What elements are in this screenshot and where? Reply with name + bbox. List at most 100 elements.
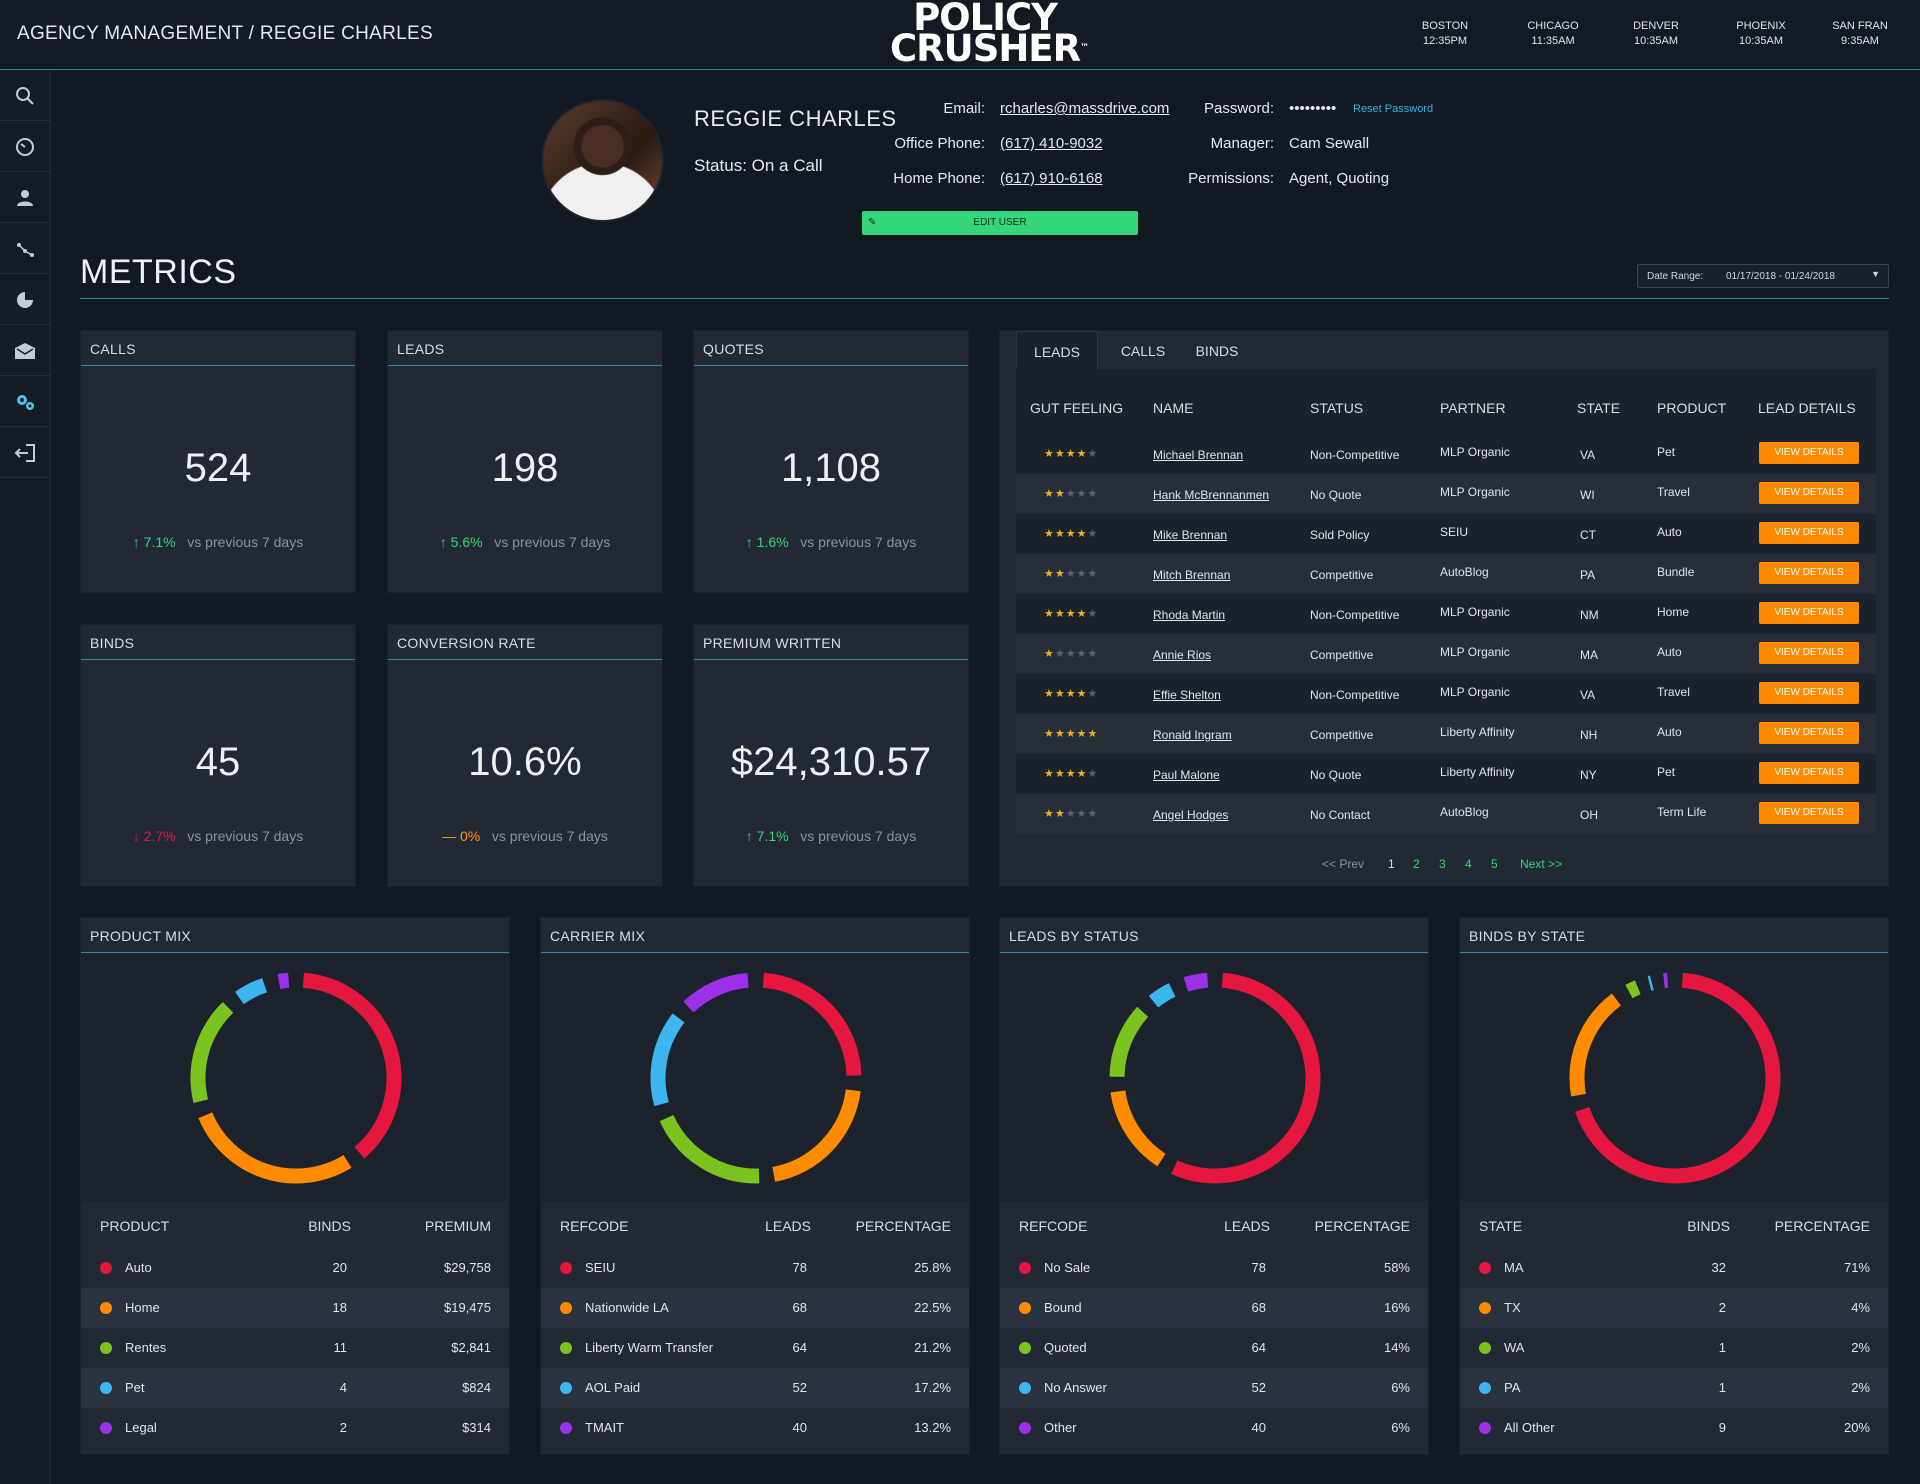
sidebar-item-reports[interactable] xyxy=(0,275,50,325)
donut-segment-2[interactable] xyxy=(1109,1006,1149,1078)
permissions-label: Permissions: xyxy=(1188,170,1274,187)
lead-name-link[interactable]: Effie Shelton xyxy=(1153,688,1221,702)
reset-password-link[interactable]: Reset Password xyxy=(1353,103,1434,115)
donut-segment-1[interactable] xyxy=(198,1112,352,1184)
sidebar-item-inbox[interactable] xyxy=(0,326,50,376)
col-gut-feeling[interactable]: GUT FEELING xyxy=(1030,400,1124,416)
donut-segment-3[interactable] xyxy=(650,1013,685,1107)
view-details-button[interactable]: VIEW DETAILS xyxy=(1759,682,1859,704)
top-bar: AGENCY MANAGEMENT / REGGIE CHARLES POLIC… xyxy=(0,0,1920,70)
lead-name-link[interactable]: Hank McBrennanmen xyxy=(1153,488,1270,502)
donut-segment-4[interactable] xyxy=(1183,972,1209,992)
pager-next[interactable]: Next >> xyxy=(1520,857,1563,871)
donut-segment-1[interactable] xyxy=(772,1089,861,1182)
view-details-button[interactable]: VIEW DETAILS xyxy=(1759,722,1859,744)
table-row[interactable]: ★★★★★ Effie Shelton Non-Competitive MLP … xyxy=(1016,674,1876,714)
table-row[interactable]: ★★★★★ Mitch Brennan Competitive AutoBlog… xyxy=(1016,554,1876,594)
legend-dot xyxy=(1479,1302,1491,1314)
table-row[interactable]: ★★★★★ Michael Brennan Non-Competitive ML… xyxy=(1016,434,1876,474)
col-header-3[interactable]: PERCENTAGE xyxy=(855,1218,951,1234)
col-header-1[interactable]: STATE xyxy=(1479,1218,1523,1234)
table-row[interactable]: ★★★★★ Angel Hodges No Contact AutoBlog O… xyxy=(1016,794,1876,834)
col-header-2[interactable]: BINDS xyxy=(1687,1218,1730,1234)
view-details-button[interactable]: VIEW DETAILS xyxy=(1759,602,1859,624)
lead-name-link[interactable]: Mitch Brennan xyxy=(1153,568,1231,582)
col-name[interactable]: NAME xyxy=(1153,400,1194,416)
table-row[interactable]: ★★★★★ Paul Malone No Quote Liberty Affin… xyxy=(1016,754,1876,794)
donut-segment-2[interactable] xyxy=(190,1002,234,1103)
edit-user-button[interactable]: ✎ EDIT USER xyxy=(862,211,1138,235)
col-header-2[interactable]: LEADS xyxy=(765,1218,811,1234)
col-status[interactable]: STATUS xyxy=(1310,400,1364,416)
view-details-button[interactable]: VIEW DETAILS xyxy=(1759,642,1859,664)
pager-prev[interactable]: << Prev xyxy=(1322,857,1365,871)
view-details-button[interactable]: VIEW DETAILS xyxy=(1759,802,1859,824)
sidebar-item-users[interactable] xyxy=(0,173,50,223)
tab-leads[interactable]: LEADS xyxy=(1016,331,1098,371)
table-row[interactable]: ★★★★★ Mike Brennan Sold Policy SEIU CT A… xyxy=(1016,514,1876,554)
col-header-2[interactable]: BINDS xyxy=(308,1218,351,1234)
sidebar-item-settings[interactable] xyxy=(0,377,50,427)
col-product[interactable]: PRODUCT xyxy=(1657,400,1727,416)
table-row[interactable]: ★★★★★ Rhoda Martin Non-Competitive MLP O… xyxy=(1016,594,1876,634)
donut-segment-2[interactable] xyxy=(659,1114,760,1184)
pager-page-4[interactable]: 4 xyxy=(1465,857,1472,871)
donut-segment-4[interactable] xyxy=(277,972,290,989)
col-header-3[interactable]: PERCENTAGE xyxy=(1774,1218,1870,1234)
col-lead-details[interactable]: LEAD DETAILS xyxy=(1758,400,1856,416)
view-details-button[interactable]: VIEW DETAILS xyxy=(1759,482,1859,504)
tab-binds[interactable]: BINDS xyxy=(1195,343,1239,359)
home-phone-link[interactable]: (617) 910-6168 xyxy=(1000,170,1103,187)
lead-name-link[interactable]: Michael Brennan xyxy=(1153,448,1244,462)
col-header-1[interactable]: REFCODE xyxy=(1019,1218,1088,1234)
sidebar-item-network[interactable] xyxy=(0,224,50,274)
lead-name-link[interactable]: Annie Rios xyxy=(1153,648,1212,662)
col-partner[interactable]: PARTNER xyxy=(1440,400,1506,416)
lead-name-link[interactable]: Mike Brennan xyxy=(1153,528,1228,542)
metrics-title: METRICS xyxy=(80,253,237,291)
lead-name-link[interactable]: Paul Malone xyxy=(1153,768,1220,782)
col-header-1[interactable]: PRODUCT xyxy=(100,1218,170,1234)
donut-segment-3[interactable] xyxy=(1647,975,1654,991)
email-link[interactable]: rcharles@massdrive.com xyxy=(1000,100,1170,117)
table-row[interactable]: ★★★★★ Ronald Ingram Competitive Liberty … xyxy=(1016,714,1876,754)
donut-segment-1[interactable] xyxy=(1569,993,1622,1097)
donut-segment-0[interactable] xyxy=(1575,972,1781,1184)
donut-segment-1[interactable] xyxy=(1110,1090,1166,1167)
delta-percent: 7.1% xyxy=(756,828,789,844)
donut-segment-3[interactable] xyxy=(1148,983,1176,1008)
view-details-button[interactable]: VIEW DETAILS xyxy=(1759,442,1859,464)
pager-page-5[interactable]: 5 xyxy=(1491,857,1498,871)
pager-page-1[interactable]: 1 xyxy=(1388,857,1395,871)
view-details-button[interactable]: VIEW DETAILS xyxy=(1759,522,1859,544)
view-details-button[interactable]: VIEW DETAILS xyxy=(1759,562,1859,584)
table-row[interactable]: ★★★★★ Annie Rios Competitive MLP Organic… xyxy=(1016,634,1876,674)
logo[interactable]: POLICY CRUSHER™ xyxy=(890,0,1089,67)
donut-segment-0[interactable] xyxy=(762,972,862,1076)
tab-calls[interactable]: CALLS xyxy=(1120,343,1166,359)
sidebar-item-dashboard[interactable] xyxy=(0,122,50,172)
lead-name-link[interactable]: Angel Hodges xyxy=(1153,808,1229,822)
donut-segment-0[interactable] xyxy=(302,972,402,1159)
metric-card-premium-written: PREMIUM WRITTEN $24,310.57 ↑ 7.1% vs pre… xyxy=(693,624,969,887)
donut-segment-4[interactable] xyxy=(683,972,749,1013)
lead-name-link[interactable]: Rhoda Martin xyxy=(1153,608,1226,622)
col-header-1[interactable]: REFCODE xyxy=(560,1218,629,1234)
col-header-2[interactable]: LEADS xyxy=(1224,1218,1270,1234)
donut-segment-2[interactable] xyxy=(1625,980,1641,999)
donut-segment-0[interactable] xyxy=(1171,972,1321,1184)
donut-segment-3[interactable] xyxy=(235,978,268,1005)
office-phone-link[interactable]: (617) 410-9032 xyxy=(1000,135,1103,152)
sidebar-item-logout[interactable] xyxy=(0,428,50,478)
table-row[interactable]: ★★★★★ Hank McBrennanmen No Quote MLP Org… xyxy=(1016,474,1876,514)
card-header: PREMIUM WRITTEN xyxy=(694,625,968,660)
pager-page-3[interactable]: 3 xyxy=(1439,857,1446,871)
view-details-button[interactable]: VIEW DETAILS xyxy=(1759,762,1859,784)
date-range-select[interactable]: Date Range: 01/17/2018 - 01/24/2018 ▼ xyxy=(1637,264,1889,288)
pager-page-2[interactable]: 2 xyxy=(1413,857,1420,871)
sidebar-item-search[interactable] xyxy=(0,71,50,121)
lead-name-link[interactable]: Ronald Ingram xyxy=(1153,728,1232,742)
col-state[interactable]: STATE xyxy=(1577,400,1621,416)
col-header-3[interactable]: PERCENTAGE xyxy=(1314,1218,1410,1234)
col-header-3[interactable]: PREMIUM xyxy=(424,1218,491,1234)
